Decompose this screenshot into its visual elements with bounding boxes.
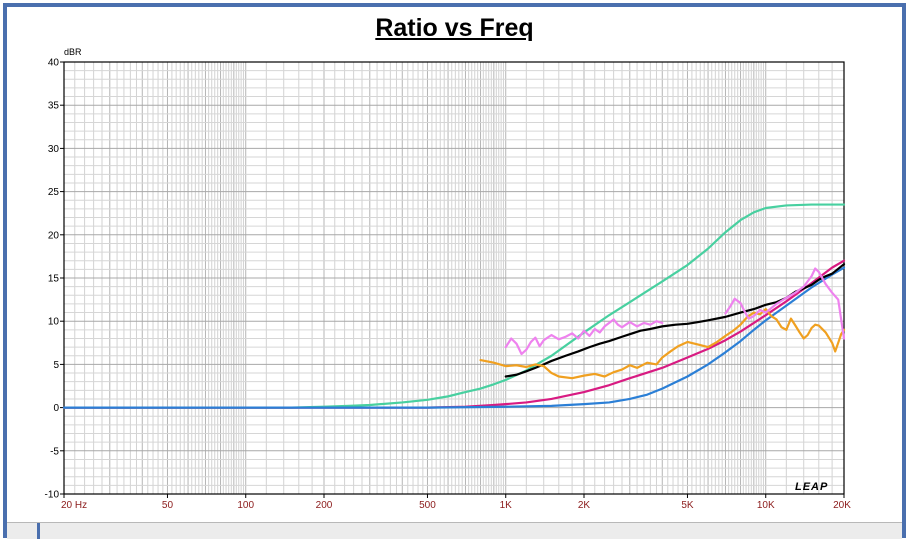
y-tick-label: -10	[45, 490, 60, 501]
grid-lines	[63, 61, 845, 495]
series-line-2	[62, 259, 846, 409]
x-tick-label: 200	[316, 500, 333, 511]
x-tick-label: 100	[237, 500, 254, 511]
y-tick-label: 25	[48, 187, 60, 198]
x-tick-label: 1K	[500, 500, 513, 511]
series-line-5	[479, 308, 846, 380]
x-tick-label: 50	[162, 500, 174, 511]
y-tick-label: 30	[48, 144, 60, 155]
status-strip-divider	[37, 523, 40, 539]
x-tick-label: 5K	[681, 500, 694, 511]
y-tick-label: 40	[48, 58, 60, 69]
series-line-1	[62, 203, 846, 409]
y-tick-label: -5	[50, 446, 59, 457]
data-series	[62, 203, 846, 409]
bottom-status-strip	[7, 522, 902, 539]
leap-logo: LEAP	[795, 481, 828, 493]
x-tick-label: 500	[419, 500, 436, 511]
y-tick-label: 10	[48, 317, 60, 328]
y-tick-label: 5	[53, 360, 59, 371]
series-line-7	[724, 267, 846, 340]
series-line-3	[62, 266, 846, 409]
x-tick-label: 2K	[578, 500, 591, 511]
y-tick-label: 35	[48, 101, 60, 112]
y-tick-label: 20	[48, 230, 60, 241]
x-tick-label: 10K	[757, 500, 775, 511]
y-tick-label: 15	[48, 274, 60, 285]
chart-title: Ratio vs Freq	[375, 14, 534, 42]
y-axis-label: dBR	[64, 47, 82, 57]
y-tick-label: 0	[53, 403, 59, 414]
series-line-6	[504, 318, 664, 356]
x-tick-label: 20K	[833, 500, 851, 511]
x-tick-label: 20 Hz	[61, 500, 87, 511]
